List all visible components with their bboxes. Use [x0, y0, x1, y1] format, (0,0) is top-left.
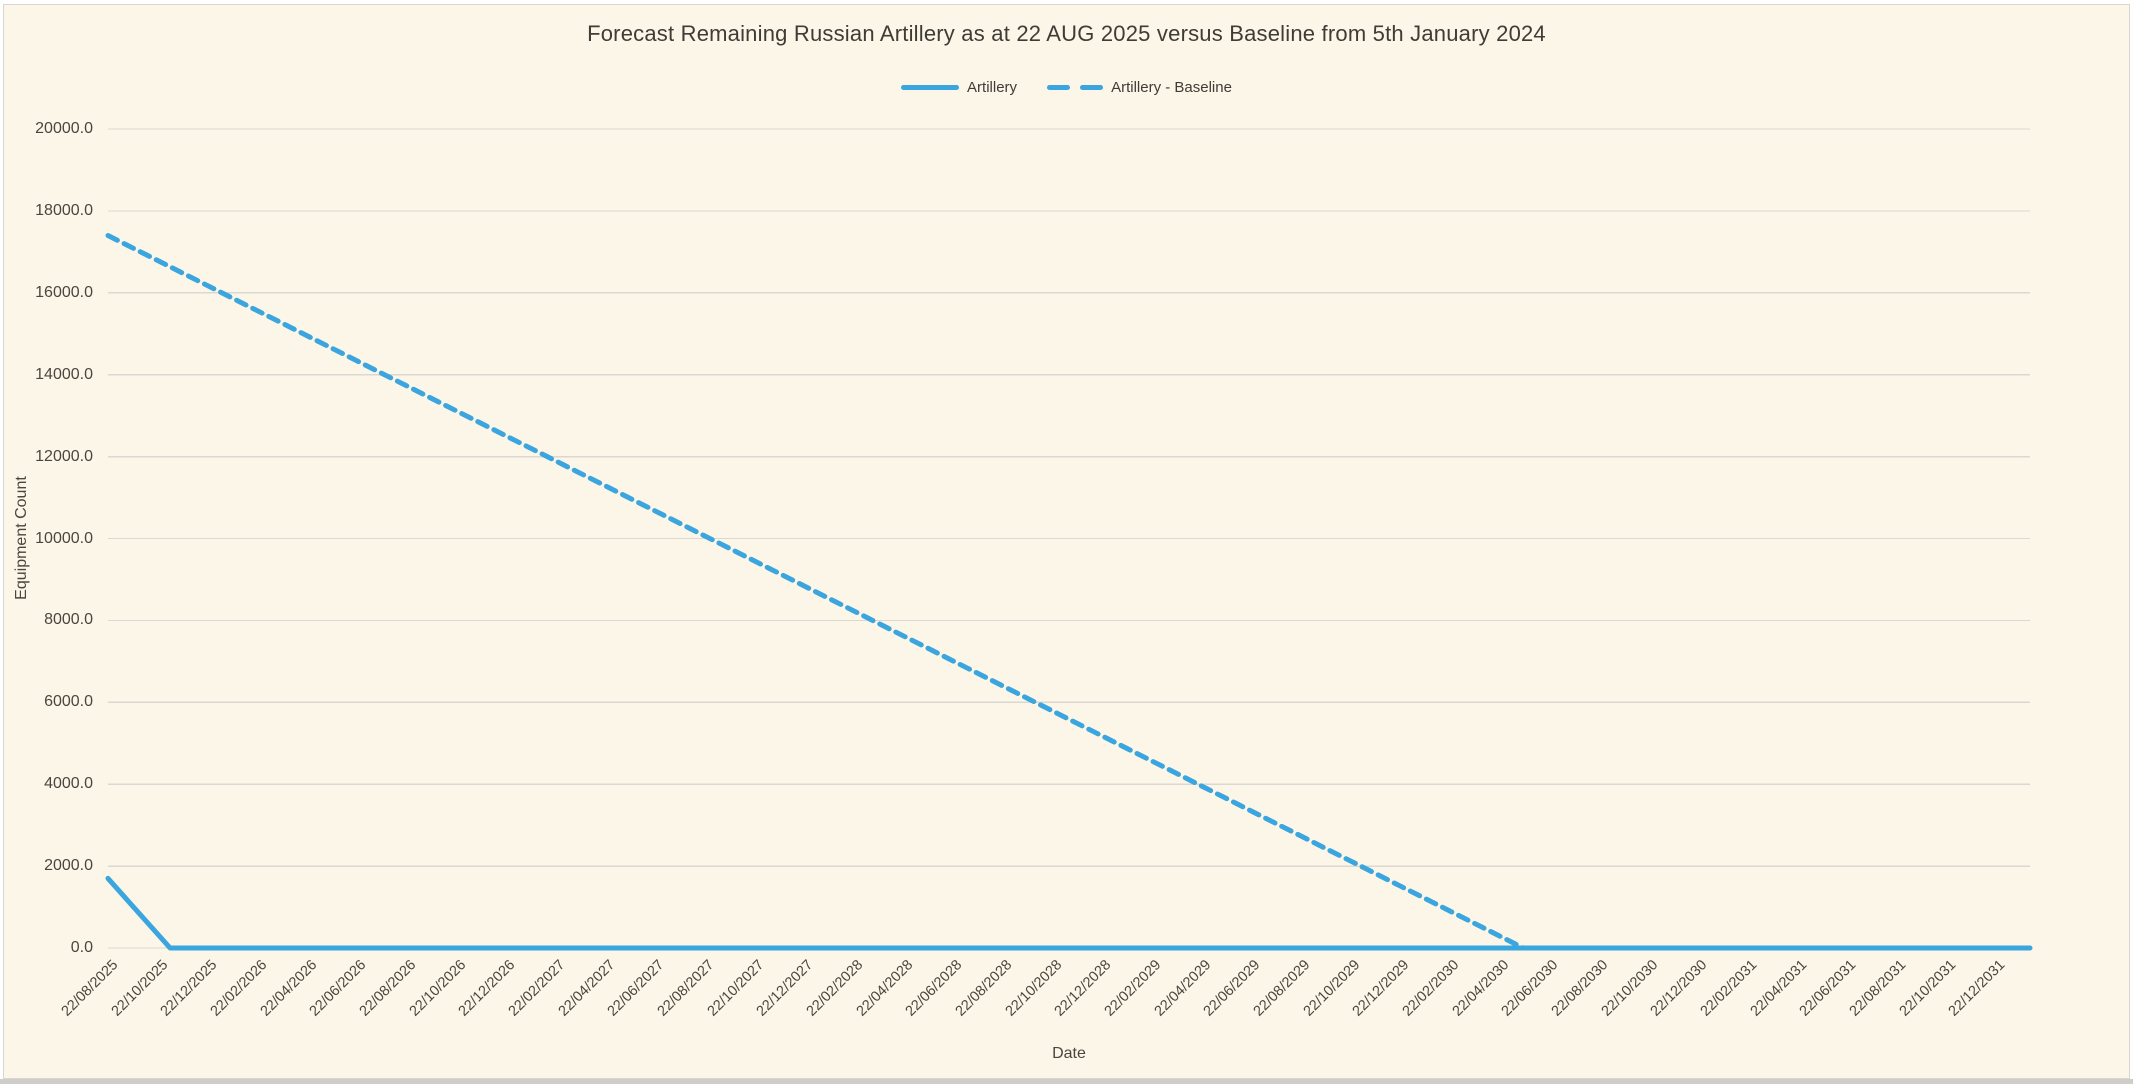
- x-tick-label: 22/12/2025: [158, 957, 221, 1020]
- y-tick-label: 18000.0: [35, 201, 93, 219]
- x-tick-label: 22/02/2029: [1101, 957, 1165, 1020]
- x-tick-label: 22/02/2028: [803, 957, 867, 1020]
- artillery-baseline-series-line: [105, 233, 1526, 951]
- y-tick-label: 0.0: [70, 939, 93, 956]
- plot-area: [105, 128, 2033, 951]
- legend-solid-line-swatch-icon: [901, 85, 960, 90]
- x-tick-label: 22/06/2029: [1200, 957, 1264, 1020]
- x-tick-label: 22/10/2026: [406, 957, 469, 1020]
- x-tick-label: 22/04/2029: [1151, 957, 1214, 1020]
- y-tick-label: 4000.0: [44, 775, 93, 793]
- x-tick-label: 22/08/2030: [1548, 957, 1612, 1020]
- x-tick-label: 22/06/2030: [1498, 957, 1562, 1020]
- legend-item-label: Artillery - Baseline: [1111, 79, 1232, 96]
- x-tick-label: 22/10/2027: [704, 957, 767, 1020]
- y-tick-label: 14000.0: [35, 365, 93, 383]
- x-tick-label: 22/04/2028: [853, 957, 916, 1020]
- x-tick-label: 22/02/2026: [207, 957, 271, 1020]
- x-tick-label: 22/10/2029: [1300, 957, 1363, 1020]
- chart-plot-svg: [105, 128, 2033, 951]
- y-tick-label: 20000.0: [35, 120, 93, 137]
- x-tick-label: 22/06/2028: [902, 957, 966, 1020]
- bottom-edge-strip: [0, 1079, 2133, 1084]
- x-tick-label: 22/10/2028: [1002, 957, 1065, 1020]
- x-tick-label: 22/08/2025: [58, 957, 122, 1020]
- legend-item-artillery: Artillery: [901, 79, 1017, 96]
- x-tick-label: 22/08/2029: [1250, 957, 1314, 1020]
- y-tick-label: 8000.0: [44, 611, 93, 629]
- y-tick-label: 2000.0: [44, 857, 93, 875]
- y-tick-label: 10000.0: [35, 529, 93, 547]
- x-tick-label: 22/08/2031: [1846, 957, 1910, 1020]
- x-tick-label: 22/08/2026: [356, 957, 420, 1020]
- artillery-series-line: [105, 875, 2033, 951]
- y-tick-label: 16000.0: [35, 283, 93, 301]
- x-tick-label: 22/04/2026: [257, 957, 320, 1020]
- x-tick-label: 22/10/2025: [108, 957, 171, 1020]
- x-tick-label: 22/08/2028: [952, 957, 1016, 1020]
- x-tick-label: 22/12/2026: [455, 957, 519, 1020]
- legend: Artillery Artillery - Baseline: [4, 79, 2129, 96]
- x-tick-label: 22/04/2031: [1747, 957, 1810, 1020]
- chart-canvas[interactable]: Forecast Remaining Russian Artillery as …: [3, 4, 2130, 1079]
- x-tick-label: 22/12/2027: [753, 957, 817, 1020]
- x-tick-label: 22/06/2027: [604, 957, 668, 1020]
- x-tick-label: 22/06/2031: [1796, 957, 1860, 1020]
- x-tick-label: 22/12/2030: [1647, 957, 1711, 1020]
- x-tick-label: 22/12/2028: [1051, 957, 1115, 1020]
- chart-title: Forecast Remaining Russian Artillery as …: [587, 21, 1546, 46]
- x-tick-label: 22/06/2026: [306, 957, 370, 1020]
- x-axis-title: Date: [1052, 1045, 1086, 1062]
- x-tick-label: 22/02/2030: [1399, 957, 1463, 1020]
- y-tick-label: 6000.0: [44, 693, 93, 711]
- x-tick-label: 22/04/2030: [1449, 957, 1512, 1020]
- legend-item-artillery-baseline: Artillery - Baseline: [1047, 79, 1232, 96]
- x-tick-label: 22/12/2031: [1945, 957, 2009, 1020]
- legend-item-label: Artillery: [967, 79, 1018, 96]
- x-tick-label: 22/10/2031: [1896, 957, 1959, 1020]
- x-tick-label: 22/08/2027: [654, 957, 718, 1020]
- legend-dashed-line-swatch-icon: [1047, 85, 1104, 90]
- x-tick-label: 22/12/2029: [1349, 957, 1413, 1020]
- x-tick-label: 22/02/2031: [1697, 957, 1761, 1020]
- x-tick-label: 22/04/2027: [555, 957, 618, 1020]
- y-tick-label: 12000.0: [35, 447, 93, 465]
- x-tick-label: 22/02/2027: [505, 957, 569, 1020]
- x-tick-label: 22/10/2030: [1598, 957, 1661, 1020]
